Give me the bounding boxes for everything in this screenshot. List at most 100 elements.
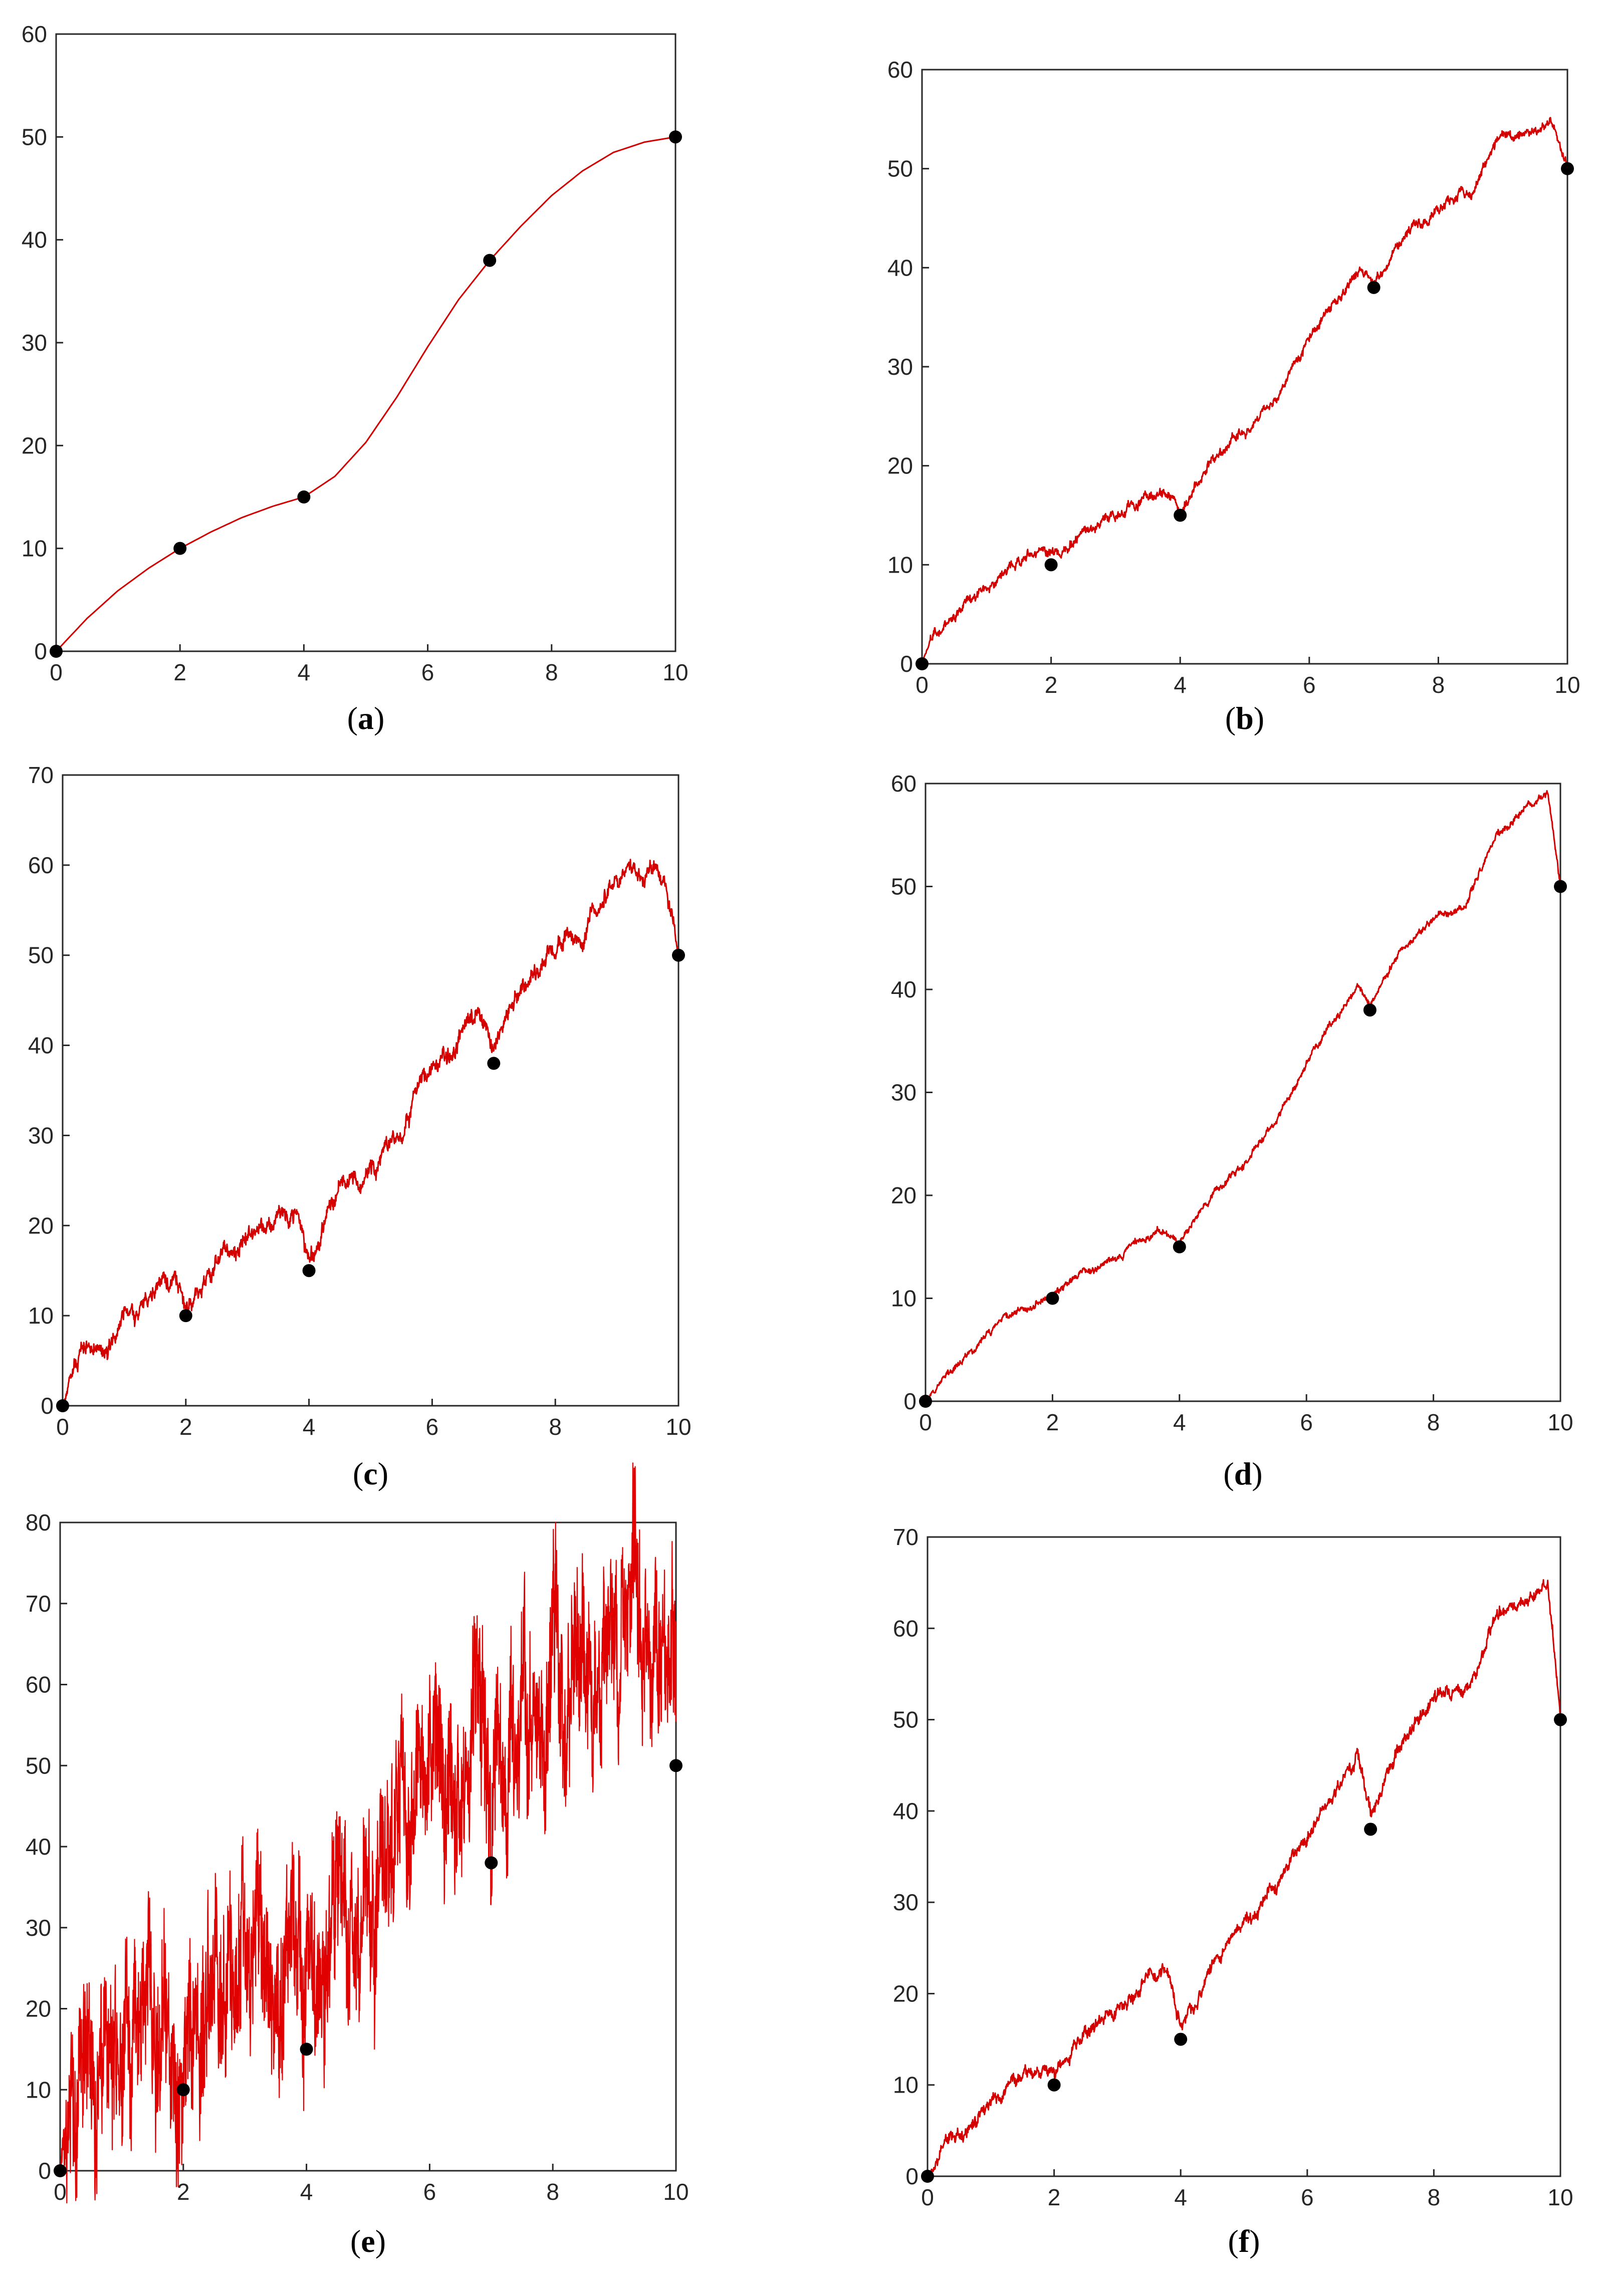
interpolation-point: [176, 2083, 190, 2097]
x-tick-label: 6: [423, 2179, 436, 2205]
interpolation-point: [672, 948, 685, 962]
interpolation-point: [1367, 281, 1381, 294]
x-tick-label: 0: [56, 1414, 69, 1440]
interpolation-point: [50, 645, 63, 658]
x-tick-label: 2: [173, 659, 186, 685]
interpolation-point: [669, 130, 682, 144]
interpolation-point: [1364, 1823, 1378, 1836]
y-tick-label: 20: [22, 432, 47, 458]
panel-caption: (c): [353, 1456, 388, 1491]
x-tick-label: 4: [1174, 672, 1187, 698]
y-tick-label: 70: [893, 1524, 919, 1550]
y-tick-label: 20: [26, 1996, 51, 2022]
series-line: [55, 136, 676, 652]
panel-a: 0 2 4 6 8 10 0 10 20 30 40 50 60 (a): [22, 21, 689, 736]
interpolation-point: [1363, 1003, 1377, 1017]
plot-frame: [921, 69, 1568, 665]
x-tick-label: 6: [421, 659, 434, 685]
y-tick-label: 50: [28, 942, 54, 968]
panel-caption: (a): [347, 700, 385, 736]
y-tick-label: 10: [28, 1303, 54, 1329]
interpolation-point: [921, 2170, 934, 2183]
interpolation-point: [1174, 2032, 1188, 2046]
x-tick-label: 8: [1427, 1409, 1440, 1435]
y-tick-label: 30: [891, 1080, 917, 1106]
y-tick-label: 10: [22, 536, 47, 562]
series-line: [921, 117, 1568, 664]
interpolation-point: [487, 1057, 501, 1070]
interpolation-point: [173, 542, 187, 555]
interpolation-point: [54, 2164, 67, 2177]
y-tick-label: 40: [28, 1033, 54, 1059]
x-tick-label: 8: [545, 659, 558, 685]
y-tick-label: 10: [887, 552, 913, 578]
interpolation-point: [919, 1395, 932, 1408]
x-tick-label: 4: [300, 2179, 313, 2205]
caption-letter: e: [361, 2223, 375, 2259]
caption-letter: b: [1236, 700, 1254, 736]
interpolation-point: [302, 1264, 316, 1278]
y-tick-label: 40: [887, 254, 913, 281]
y-tick-label: 0: [900, 651, 913, 677]
y-tick-label: 0: [38, 2158, 51, 2184]
interpolation-point: [297, 490, 311, 503]
caption-paren-open: (: [353, 1456, 363, 1491]
y-tick-label: 10: [893, 2072, 919, 2098]
y-tick-label: 40: [893, 1798, 919, 1824]
y-tick-label: 80: [26, 1509, 51, 1536]
x-tick-label: 10: [663, 2179, 689, 2205]
panel-c: 0 2 4 6 8 10 0 10 20 30 40 50 60 70 (c): [28, 762, 692, 1491]
caption-paren-close: ): [1254, 700, 1264, 736]
panel-e: 0 2 4 6 8 10 0 10 20 30 40 50 60 70 80 (e): [26, 1462, 689, 2259]
caption-paren-close: ): [1249, 2223, 1260, 2259]
interpolation-point: [1044, 558, 1058, 572]
y-tick-label: 20: [887, 453, 913, 479]
x-tick-label: 8: [1432, 672, 1445, 698]
interpolation-point: [56, 1399, 69, 1412]
interpolation-point: [485, 1856, 498, 1870]
y-tick-label: 60: [893, 1615, 919, 1641]
y-tick-label: 40: [891, 976, 917, 1002]
y-tick-label: 40: [22, 227, 47, 253]
y-tick-label: 30: [28, 1122, 54, 1148]
interpolation-point: [1554, 1713, 1567, 1726]
x-tick-label: 2: [179, 1414, 192, 1440]
y-tick-label: 50: [893, 1707, 919, 1733]
y-tick-label: 70: [26, 1591, 51, 1617]
x-tick-label: 6: [1300, 1409, 1313, 1435]
caption-paren-open: (: [1223, 1456, 1234, 1491]
plot-frame: [62, 774, 679, 1407]
caption-letter: c: [363, 1456, 377, 1491]
panel-d: 0 2 4 6 8 10 0 10 20 30 40 50 60 (d): [891, 771, 1573, 1491]
series-line: [59, 1462, 677, 2204]
y-tick-label: 60: [891, 771, 917, 797]
y-tick-label: 30: [887, 354, 913, 380]
y-tick-label: 30: [26, 1915, 51, 1941]
x-tick-label: 4: [298, 659, 311, 685]
caption-letter: f: [1239, 2223, 1250, 2259]
panel-caption: (f): [1228, 2223, 1260, 2259]
y-tick-label: 50: [22, 124, 47, 150]
y-tick-label: 60: [28, 852, 54, 878]
x-tick-label: 6: [426, 1414, 439, 1440]
interpolation-point: [483, 253, 497, 267]
interpolation-point: [1561, 162, 1574, 175]
caption-paren-open: (: [350, 2223, 361, 2259]
series-line: [62, 859, 679, 1406]
interpolation-point: [1046, 1292, 1059, 1305]
x-tick-label: 0: [915, 672, 929, 698]
x-tick-label: 4: [1174, 2184, 1187, 2210]
x-tick-label: 0: [50, 659, 63, 685]
caption-letter: a: [358, 700, 374, 736]
y-tick-label: 20: [893, 1980, 919, 2006]
caption-paren-open: (: [1225, 700, 1236, 736]
y-tick-label: 0: [34, 638, 47, 664]
y-tick-label: 50: [891, 874, 917, 900]
y-tick-label: 50: [887, 156, 913, 182]
y-tick-label: 40: [26, 1834, 51, 1860]
y-tick-label: 60: [887, 57, 913, 83]
y-tick-label: 0: [903, 1388, 917, 1414]
x-tick-label: 0: [921, 2184, 934, 2210]
x-tick-label: 4: [1173, 1409, 1186, 1435]
